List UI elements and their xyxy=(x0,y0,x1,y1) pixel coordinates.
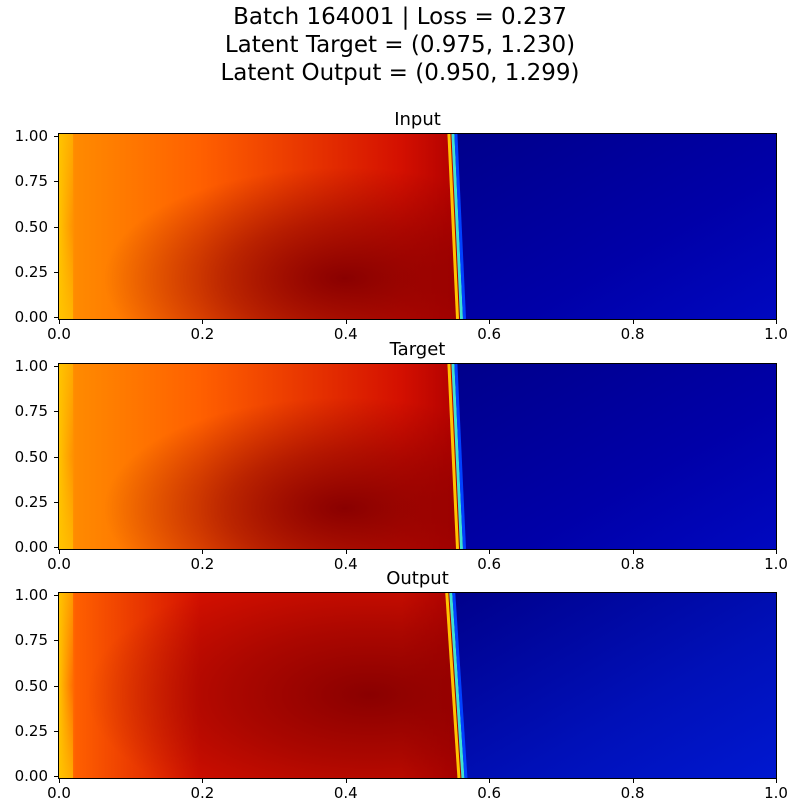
ytick-label: 0.50 xyxy=(14,447,48,466)
xtick-mark xyxy=(776,320,777,324)
ytick-label: 0.50 xyxy=(14,676,48,695)
left-edge-glow xyxy=(59,134,73,319)
xtick-mark xyxy=(489,779,491,783)
ytick-label: 0.75 xyxy=(14,402,48,421)
xtick-label: 0.2 xyxy=(190,784,215,802)
xtick-label: 0.4 xyxy=(333,784,358,802)
xtick-mark xyxy=(632,779,634,783)
front-yellow xyxy=(445,593,461,778)
xtick-label: 1.0 xyxy=(764,325,788,343)
xtick-label: 0.2 xyxy=(190,325,215,343)
figure-title-line-3: Latent Output = (0.950, 1.299) xyxy=(220,60,580,86)
ytick-label: 0.00 xyxy=(14,538,48,556)
front-yellow xyxy=(447,134,460,319)
hot-core xyxy=(59,134,461,319)
front-cyan xyxy=(449,593,465,778)
front-blue xyxy=(454,364,467,549)
xtick-label: 0.8 xyxy=(620,784,645,802)
xtick-label: 0.0 xyxy=(47,555,71,573)
front-blue xyxy=(454,134,467,319)
xtick-mark xyxy=(202,779,204,783)
xtick-mark xyxy=(59,550,60,554)
xtick-mark xyxy=(632,320,634,324)
ytick-mark xyxy=(54,226,58,228)
xtick-label: 0.8 xyxy=(620,555,645,573)
xtick-label: 0.0 xyxy=(47,784,71,802)
xtick-label: 0.4 xyxy=(333,325,358,343)
xtick-mark xyxy=(345,550,347,554)
figure-title-line-2: Latent Target = (0.975, 1.230) xyxy=(224,32,576,58)
hot-core xyxy=(59,364,461,549)
heatmap-svg-input xyxy=(59,134,776,319)
front-cyan xyxy=(451,134,464,319)
ytick-mark xyxy=(54,685,58,687)
panel-title-target: Target xyxy=(389,339,446,360)
heatmap-svg-target xyxy=(59,364,776,549)
xtick-mark xyxy=(202,320,204,324)
cold-region xyxy=(449,593,776,778)
xtick-mark xyxy=(489,320,491,324)
xtick-mark xyxy=(632,550,634,554)
xtick-label: 1.0 xyxy=(764,555,788,573)
xtick-label: 0.0 xyxy=(47,325,71,343)
xtick-mark xyxy=(489,550,491,554)
xtick-label: 0.6 xyxy=(477,325,502,343)
ytick-label: 1.00 xyxy=(14,127,48,145)
figure-title-line-1: Batch 164001 | Loss = 0.237 xyxy=(233,4,567,30)
ytick-label: 0.25 xyxy=(14,492,48,511)
xtick-label: 0.6 xyxy=(477,555,502,573)
ytick-label: 0.25 xyxy=(14,721,48,740)
ytick-label: 1.00 xyxy=(14,586,48,604)
ytick-label: 0.75 xyxy=(14,172,48,191)
ytick-label: 0.75 xyxy=(14,631,48,650)
xtick-label: 0.6 xyxy=(477,784,502,802)
ytick-mark xyxy=(54,366,58,367)
ytick-mark xyxy=(54,547,58,548)
ytick-mark xyxy=(54,595,58,596)
xtick-mark xyxy=(345,779,347,783)
xtick-mark xyxy=(776,550,777,554)
ytick-label: 0.25 xyxy=(14,262,48,281)
ytick-mark xyxy=(54,317,58,318)
heatmap-target xyxy=(59,364,776,549)
xtick-mark xyxy=(59,320,60,324)
hot-core xyxy=(59,593,462,778)
ytick-mark xyxy=(54,456,58,458)
ytick-label: 0.00 xyxy=(14,308,48,326)
ytick-mark xyxy=(54,136,58,137)
ytick-mark xyxy=(54,776,58,777)
heatmap-svg-output xyxy=(59,593,776,778)
xtick-mark xyxy=(776,779,777,783)
cold-region xyxy=(451,134,776,319)
left-edge-glow xyxy=(59,593,73,778)
heatmap-output xyxy=(59,593,776,778)
xtick-mark xyxy=(59,779,60,783)
panel-title-output: Output xyxy=(386,568,449,589)
ytick-label: 1.00 xyxy=(14,357,48,375)
panel-title-input: Input xyxy=(394,109,441,130)
xtick-label: 1.0 xyxy=(764,784,788,802)
ytick-mark xyxy=(54,501,58,503)
xtick-label: 0.2 xyxy=(190,555,215,573)
ytick-label: 0.50 xyxy=(14,217,48,236)
left-edge-glow xyxy=(59,364,73,549)
ytick-label: 0.00 xyxy=(14,767,48,785)
ytick-mark xyxy=(54,271,58,273)
xtick-label: 0.8 xyxy=(620,325,645,343)
ytick-mark xyxy=(54,730,58,732)
xtick-label: 0.4 xyxy=(333,555,358,573)
cold-region xyxy=(451,364,776,549)
ytick-mark xyxy=(54,640,58,642)
xtick-mark xyxy=(202,550,204,554)
ytick-mark xyxy=(54,181,58,183)
heatmap-input xyxy=(59,134,776,319)
front-blue xyxy=(452,593,468,778)
ytick-mark xyxy=(54,411,58,413)
xtick-mark xyxy=(345,320,347,324)
front-cyan xyxy=(451,364,464,549)
front-yellow xyxy=(447,364,460,549)
